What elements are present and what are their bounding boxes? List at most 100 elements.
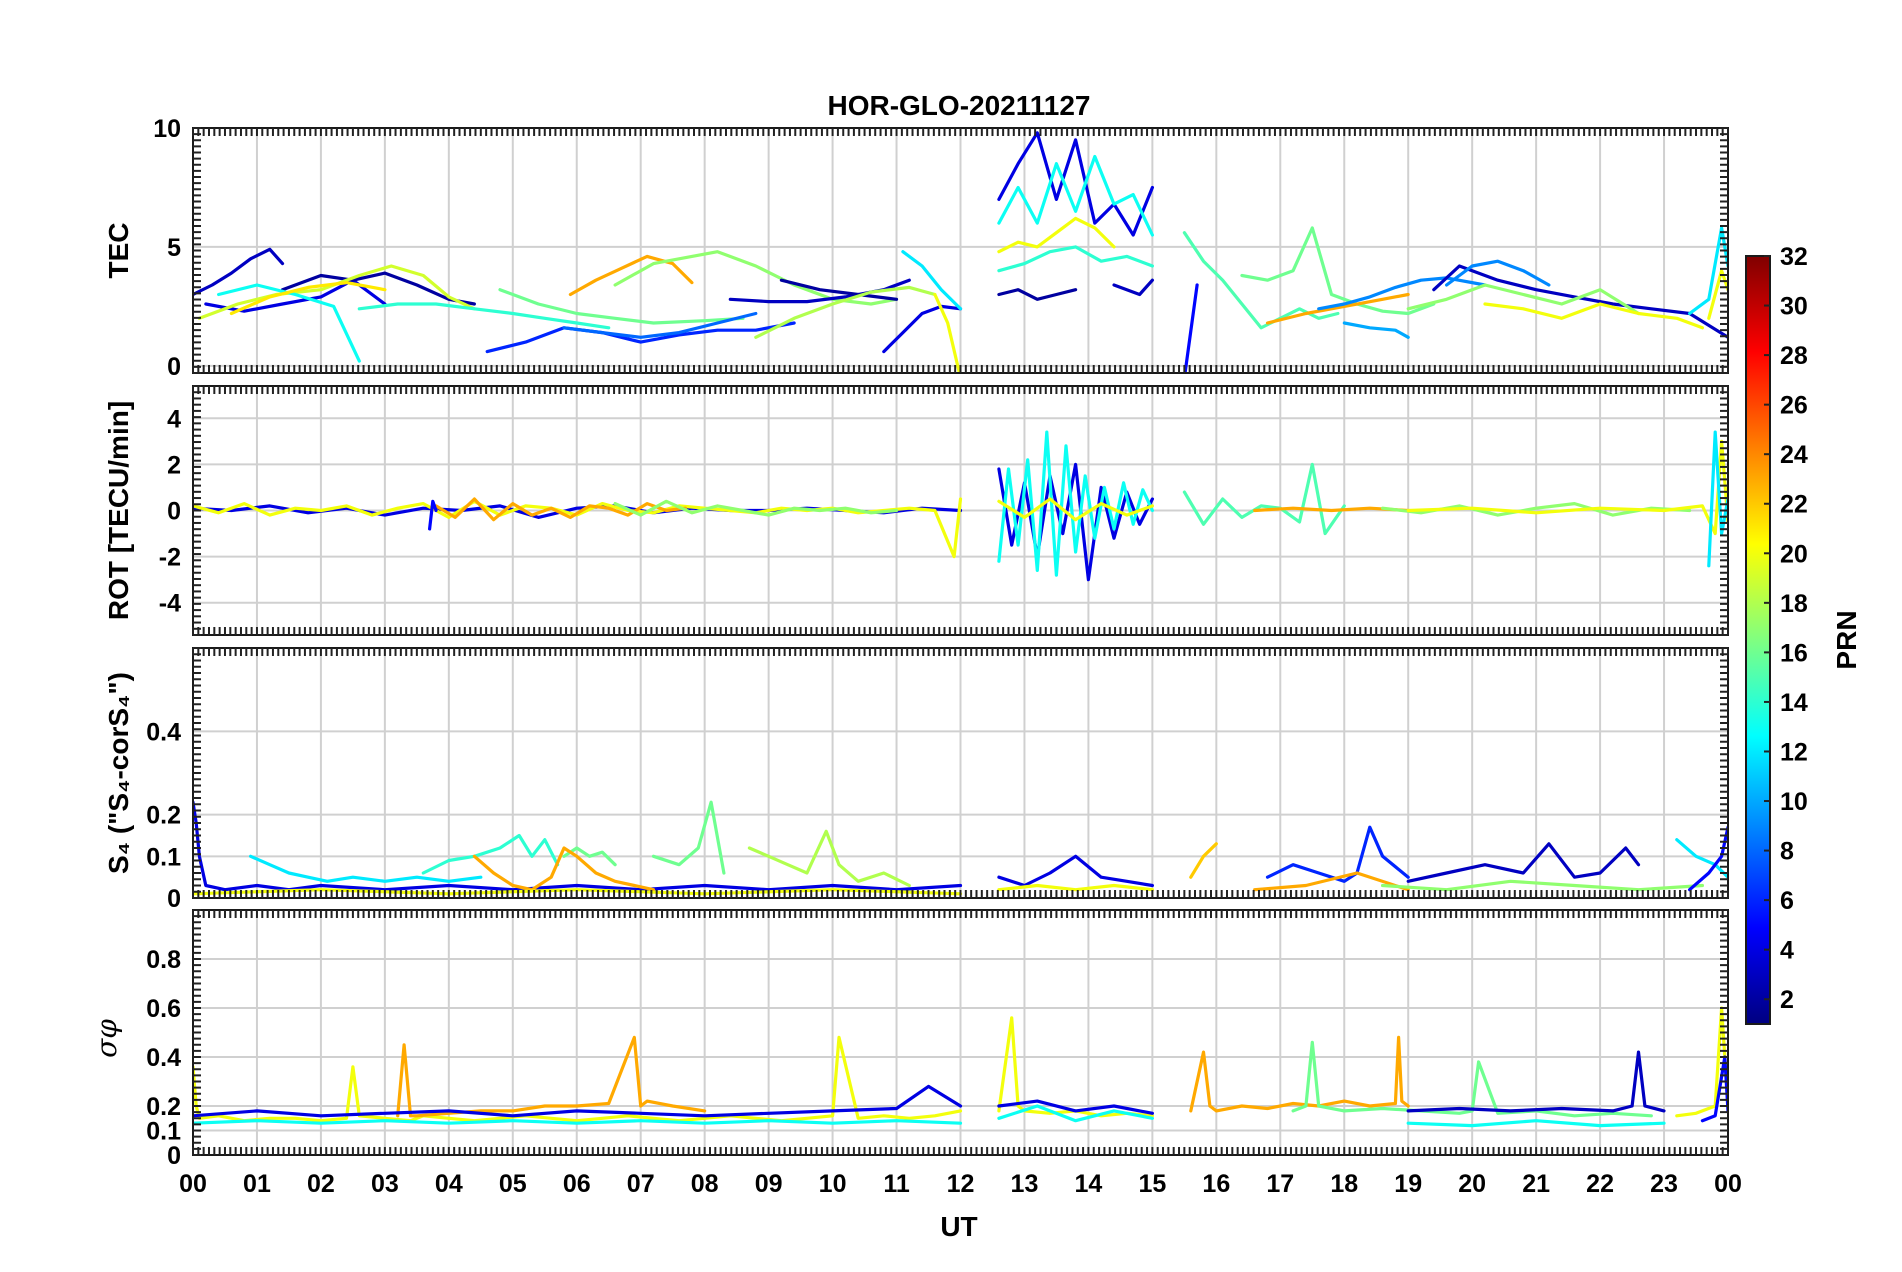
series-line-prn-17 (1406, 283, 1641, 316)
x-tick-label: 08 (691, 1170, 719, 1198)
series-line-prn-20 (997, 216, 1116, 254)
series-line-prn-20 (933, 292, 962, 373)
y-tick-label: 0 (167, 498, 181, 526)
series-line-prn-23 (396, 1035, 707, 1118)
series-line-prn-13 (193, 1119, 963, 1125)
x-tick-label: 01 (243, 1170, 271, 1198)
y-tick-label: 0.4 (146, 1044, 181, 1072)
y-tick-label: 0.6 (146, 995, 181, 1023)
series-line-prn-4 (997, 131, 1154, 237)
x-tick-label: 23 (1650, 1170, 1678, 1198)
series-line-prn-20 (997, 497, 1154, 522)
x-tick-label: 00 (179, 1170, 207, 1198)
series-line-prn-5 (428, 499, 438, 531)
y-axis-label: ROT [TECU/min] (103, 401, 134, 620)
x-axis: 00 01 02 03 04 05 06 07 08 09 10 11 12 13 14 15 16 17 18 19… (179, 1170, 1742, 1198)
series-line-prn-20 (997, 1016, 1154, 1118)
x-tick-label: 07 (627, 1170, 655, 1198)
y-tick-label: 0 (167, 1142, 181, 1170)
series-line-prn-14 (997, 245, 1154, 273)
series-line-prn-16 (651, 800, 726, 875)
x-tick-label: 06 (563, 1170, 591, 1198)
colorbar-tick-label: 26 (1780, 392, 1808, 420)
series-line-prn-20 (1406, 439, 1728, 536)
x-tick-label: 04 (435, 1170, 463, 1198)
series-line-prn-17 (613, 499, 899, 517)
series-line-prn-23 (434, 497, 688, 522)
panel-traces (193, 430, 1728, 582)
x-tick-label: 05 (499, 1170, 527, 1198)
series-line-prn-16 (562, 846, 617, 867)
series-line-prn-2 (779, 278, 899, 301)
colorbar-tick-label: 14 (1780, 689, 1808, 717)
colorbar-bar (1745, 255, 1771, 1025)
colorbar-tick-label: 6 (1780, 887, 1794, 915)
x-tick-label: 19 (1394, 1170, 1422, 1198)
y-tick-label: 0.4 (146, 718, 181, 746)
series-line-prn-13 (217, 283, 361, 363)
series-line-prn-17 (1381, 879, 1704, 892)
series-line-prn-14 (421, 833, 560, 875)
series-line-prn-23 (568, 254, 694, 297)
x-tick-label: 18 (1330, 1170, 1358, 1198)
x-tick-label: 22 (1586, 1170, 1614, 1198)
series-line-prn-15 (1182, 231, 1340, 330)
series-line-prn-13 (997, 154, 1154, 237)
series-line-prn-6 (485, 321, 796, 354)
series-line-prn-12 (249, 854, 483, 883)
colorbar-tick-label: 28 (1780, 342, 1808, 370)
y-tick-label: 5 (167, 234, 181, 262)
series-line-prn-3 (1432, 264, 1728, 339)
panel-sigma_phi: 00.10.2 0.4 0.6 0.8 σφ (90, 909, 1729, 1170)
series-line-prn-2 (997, 288, 1078, 301)
colorbar-tick-label: 8 (1780, 838, 1794, 866)
series-line-prn-3 (1112, 278, 1154, 297)
panel-tec: 0 5 10 TEC (103, 115, 1729, 381)
minor-ticks (192, 385, 1729, 636)
series-line-prn-4 (882, 304, 963, 354)
y-tick-label: 0.1 (146, 1118, 181, 1146)
series-line-prn-23 (1265, 292, 1410, 325)
series-line-prn-3 (1406, 842, 1641, 883)
x-tick-label: 00 (1714, 1170, 1742, 1198)
series-line-prn-5 (1700, 1055, 1728, 1123)
colorbar-tick-label: 22 (1780, 491, 1808, 519)
series-line-prn-22 (1189, 842, 1218, 879)
series-line-prn-4 (193, 1084, 963, 1118)
x-tick-label: 12 (947, 1170, 975, 1198)
y-tick-label: 0.8 (146, 946, 181, 974)
y-tick-label: 0.2 (146, 1093, 181, 1121)
colorbar-tick-label: 16 (1780, 639, 1808, 667)
colorbar-label: PRN (1831, 610, 1862, 669)
colorbar-tick-label: 4 (1780, 937, 1794, 965)
colorbar-tick-label: 20 (1780, 540, 1808, 568)
series-line-prn-12 (901, 250, 963, 311)
colorbar-tick-label: 10 (1780, 788, 1808, 816)
y-tick-label: 0.1 (146, 843, 181, 871)
series-line-prn-19 (197, 264, 476, 320)
y-tick-label: 0.2 (146, 802, 181, 830)
series-line-prn-21 (229, 281, 387, 316)
x-tick-label: 03 (371, 1170, 399, 1198)
panel-s4: 0 0.1 0.2 0.4 S₄ ("S₄-corS₄") (103, 647, 1729, 913)
series-line-prn-12 (1675, 838, 1728, 879)
series-line-prn-5 (1183, 283, 1199, 373)
series-line-prn-23 (1253, 871, 1410, 892)
series-line-prn-4 (193, 800, 963, 892)
colorbar-tick-label: 24 (1780, 441, 1808, 469)
panel-traces (193, 1006, 1728, 1128)
colorbar-tick-label: 30 (1780, 293, 1808, 321)
series-line-prn-6 (1265, 825, 1410, 883)
y-tick-label: -2 (159, 544, 181, 572)
minor-ticks (192, 647, 1729, 899)
y-tick-label: 2 (167, 451, 181, 479)
x-tick-label: 11 (883, 1170, 910, 1198)
series-line-prn-18 (747, 829, 911, 888)
panel-rot: -4 -2 0 2 4 ROT [TECU/min] (103, 385, 1729, 636)
series-line-prn-20 (1707, 269, 1728, 320)
y-tick-label: 4 (167, 405, 181, 433)
series-line-prn-16 (1291, 1040, 1653, 1118)
y-axis-label: TEC (103, 223, 134, 279)
series-line-prn-14 (357, 302, 611, 330)
